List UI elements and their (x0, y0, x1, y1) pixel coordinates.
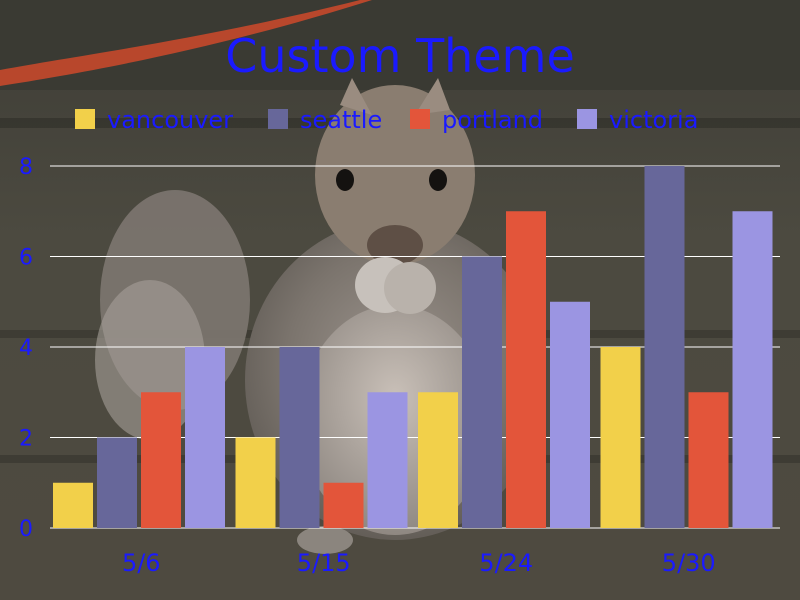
y-tick-label: 0 (19, 517, 33, 542)
bar-victoria-3 (732, 211, 773, 528)
bar-vancouver-1 (235, 437, 276, 528)
bar-vancouver-0 (53, 482, 93, 528)
bar-seattle-1 (279, 347, 320, 528)
bar-portland-3 (688, 392, 729, 528)
y-tick-label: 4 (19, 336, 33, 361)
bar-victoria-1 (367, 392, 408, 528)
y-tick-label: 6 (19, 246, 33, 271)
y-axis: 0 2 4 6 8 (19, 155, 33, 542)
chart-title: Custom Theme (225, 29, 575, 83)
bar-seattle-2 (462, 256, 502, 528)
legend: vancouver seattle portland victoria (75, 106, 698, 134)
bar-victoria-0 (185, 347, 225, 528)
x-tick-label: 5/15 (297, 549, 351, 577)
bar-victoria-2 (550, 301, 590, 528)
legend-swatch-victoria (577, 109, 597, 129)
legend-swatch-portland (410, 109, 430, 129)
legend-swatch-seattle (268, 109, 288, 129)
legend-swatch-vancouver (75, 109, 95, 129)
x-axis: 5/6 5/15 5/24 5/30 (122, 549, 716, 577)
x-tick-label: 5/6 (122, 549, 161, 577)
bar-vancouver-2 (418, 392, 458, 528)
y-tick-label: 8 (19, 155, 33, 180)
bars (53, 166, 773, 528)
y-tick-label: 2 (19, 427, 33, 452)
legend-label-victoria: victoria (609, 106, 698, 134)
bar-seattle-3 (644, 166, 685, 528)
legend-label-vancouver: vancouver (107, 106, 233, 134)
bar-seattle-0 (97, 437, 137, 528)
legend-label-seattle: seattle (300, 106, 382, 134)
bar-portland-1 (323, 482, 364, 528)
x-tick-label: 5/24 (479, 549, 533, 577)
x-tick-label: 5/30 (662, 549, 716, 577)
bar-portland-2 (506, 211, 546, 528)
bar-portland-0 (141, 392, 181, 528)
legend-label-portland: portland (442, 106, 543, 134)
bar-vancouver-3 (600, 347, 641, 528)
